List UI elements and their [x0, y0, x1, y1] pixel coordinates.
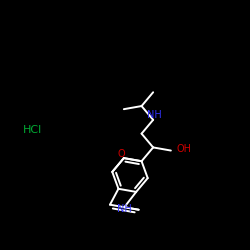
Text: NH: NH: [116, 204, 131, 214]
Text: NH: NH: [147, 110, 162, 120]
Text: OH: OH: [176, 144, 191, 154]
Text: HCl: HCl: [23, 125, 42, 135]
Text: O: O: [117, 149, 125, 159]
